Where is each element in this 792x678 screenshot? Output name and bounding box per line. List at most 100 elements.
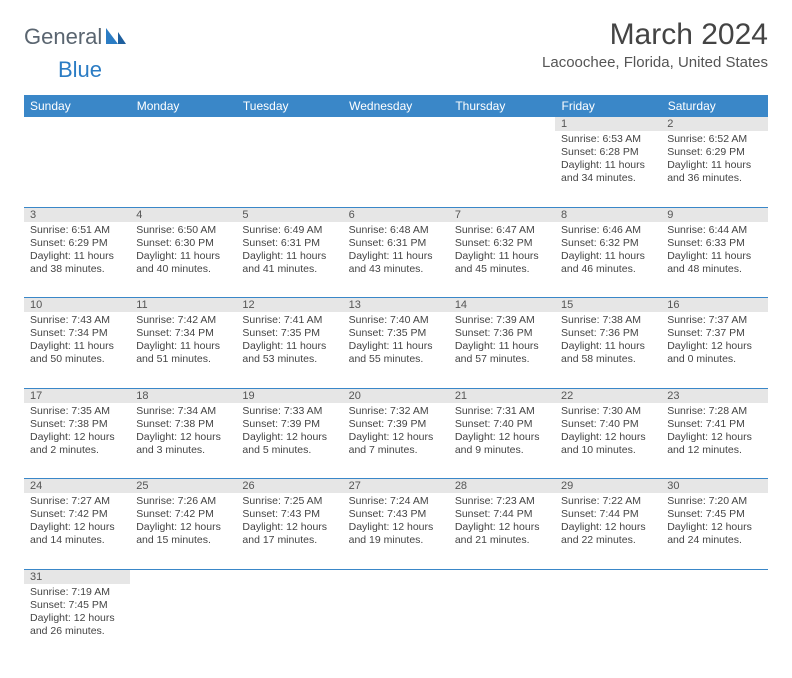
day-cell [130,131,236,207]
day-cell: Sunrise: 6:52 AMSunset: 6:29 PMDaylight:… [661,131,767,207]
day-cell: Sunrise: 7:43 AMSunset: 7:34 PMDaylight:… [24,312,130,388]
day-number-cell: 17 [24,388,130,403]
day-number-cell [449,117,555,131]
day-body: Sunrise: 7:33 AMSunset: 7:39 PMDaylight:… [236,403,342,462]
day-body: Sunrise: 7:38 AMSunset: 7:36 PMDaylight:… [555,312,661,371]
day-body: Sunrise: 6:49 AMSunset: 6:31 PMDaylight:… [236,222,342,281]
day-body: Sunrise: 7:41 AMSunset: 7:35 PMDaylight:… [236,312,342,371]
weekday-header: Friday [555,95,661,117]
day-cell: Sunrise: 6:53 AMSunset: 6:28 PMDaylight:… [555,131,661,207]
day-number-cell [130,569,236,584]
day-cell: Sunrise: 7:25 AMSunset: 7:43 PMDaylight:… [236,493,342,569]
day-body: Sunrise: 7:22 AMSunset: 7:44 PMDaylight:… [555,493,661,552]
day-number-cell: 22 [555,388,661,403]
day-cell [343,584,449,660]
day-cell: Sunrise: 7:42 AMSunset: 7:34 PMDaylight:… [130,312,236,388]
day-number-cell: 19 [236,388,342,403]
day-cell: Sunrise: 7:38 AMSunset: 7:36 PMDaylight:… [555,312,661,388]
day-cell: Sunrise: 7:19 AMSunset: 7:45 PMDaylight:… [24,584,130,660]
day-number-cell: 1 [555,117,661,131]
day-number-cell [661,569,767,584]
day-number-cell: 31 [24,569,130,584]
day-cell: Sunrise: 7:26 AMSunset: 7:42 PMDaylight:… [130,493,236,569]
day-cell: Sunrise: 7:41 AMSunset: 7:35 PMDaylight:… [236,312,342,388]
logo-sail-icon [104,26,128,49]
day-cell [236,131,342,207]
day-number-cell: 6 [343,207,449,222]
day-body: Sunrise: 7:19 AMSunset: 7:45 PMDaylight:… [24,584,130,643]
day-body: Sunrise: 7:26 AMSunset: 7:42 PMDaylight:… [130,493,236,552]
day-body: Sunrise: 6:51 AMSunset: 6:29 PMDaylight:… [24,222,130,281]
day-body: Sunrise: 7:34 AMSunset: 7:38 PMDaylight:… [130,403,236,462]
day-body: Sunrise: 7:43 AMSunset: 7:34 PMDaylight:… [24,312,130,371]
weekday-header: Sunday [24,95,130,117]
day-body: Sunrise: 6:48 AMSunset: 6:31 PMDaylight:… [343,222,449,281]
day-number-cell: 18 [130,388,236,403]
day-number-cell: 5 [236,207,342,222]
day-cell [449,131,555,207]
day-body: Sunrise: 7:40 AMSunset: 7:35 PMDaylight:… [343,312,449,371]
weekday-header: Thursday [449,95,555,117]
day-number-cell: 11 [130,298,236,313]
weekday-header: Monday [130,95,236,117]
day-number-cell: 16 [661,298,767,313]
day-cell: Sunrise: 7:32 AMSunset: 7:39 PMDaylight:… [343,403,449,479]
day-number-cell [343,117,449,131]
day-body: Sunrise: 7:37 AMSunset: 7:37 PMDaylight:… [661,312,767,371]
day-body: Sunrise: 6:46 AMSunset: 6:32 PMDaylight:… [555,222,661,281]
location-text: Lacoochee, Florida, United States [542,54,768,71]
day-number-cell: 26 [236,479,342,494]
day-body: Sunrise: 7:42 AMSunset: 7:34 PMDaylight:… [130,312,236,371]
day-cell: Sunrise: 7:24 AMSunset: 7:43 PMDaylight:… [343,493,449,569]
day-cell: Sunrise: 6:44 AMSunset: 6:33 PMDaylight:… [661,222,767,298]
day-body: Sunrise: 6:50 AMSunset: 6:30 PMDaylight:… [130,222,236,281]
day-number-cell: 3 [24,207,130,222]
day-number-cell: 7 [449,207,555,222]
day-cell: Sunrise: 7:28 AMSunset: 7:41 PMDaylight:… [661,403,767,479]
day-number-cell: 13 [343,298,449,313]
day-number-cell: 8 [555,207,661,222]
day-cell [24,131,130,207]
logo-text-blue: Blue [58,57,102,82]
day-number-cell: 21 [449,388,555,403]
day-number-cell [236,569,342,584]
day-body: Sunrise: 6:52 AMSunset: 6:29 PMDaylight:… [661,131,767,190]
day-body: Sunrise: 7:35 AMSunset: 7:38 PMDaylight:… [24,403,130,462]
day-number-cell: 20 [343,388,449,403]
day-number-cell [236,117,342,131]
page-title: March 2024 [542,18,768,52]
day-number-cell: 28 [449,479,555,494]
day-number-cell: 12 [236,298,342,313]
weekday-header: Saturday [661,95,767,117]
day-body: Sunrise: 7:23 AMSunset: 7:44 PMDaylight:… [449,493,555,552]
day-number-cell [343,569,449,584]
day-number-cell: 10 [24,298,130,313]
day-cell: Sunrise: 6:48 AMSunset: 6:31 PMDaylight:… [343,222,449,298]
day-cell: Sunrise: 6:47 AMSunset: 6:32 PMDaylight:… [449,222,555,298]
day-cell: Sunrise: 6:50 AMSunset: 6:30 PMDaylight:… [130,222,236,298]
day-cell: Sunrise: 7:23 AMSunset: 7:44 PMDaylight:… [449,493,555,569]
day-cell: Sunrise: 7:31 AMSunset: 7:40 PMDaylight:… [449,403,555,479]
day-number-cell [24,117,130,131]
day-body: Sunrise: 7:31 AMSunset: 7:40 PMDaylight:… [449,403,555,462]
calendar-table: SundayMondayTuesdayWednesdayThursdayFrid… [24,95,768,660]
day-cell: Sunrise: 7:20 AMSunset: 7:45 PMDaylight:… [661,493,767,569]
day-cell: Sunrise: 7:37 AMSunset: 7:37 PMDaylight:… [661,312,767,388]
day-cell: Sunrise: 6:49 AMSunset: 6:31 PMDaylight:… [236,222,342,298]
weekday-header: Wednesday [343,95,449,117]
day-cell: Sunrise: 7:39 AMSunset: 7:36 PMDaylight:… [449,312,555,388]
day-cell [236,584,342,660]
day-number-cell: 2 [661,117,767,131]
day-cell [661,584,767,660]
day-body: Sunrise: 7:24 AMSunset: 7:43 PMDaylight:… [343,493,449,552]
day-number-cell: 14 [449,298,555,313]
day-cell: Sunrise: 7:27 AMSunset: 7:42 PMDaylight:… [24,493,130,569]
logo: General [24,24,130,50]
day-number-cell: 23 [661,388,767,403]
day-body: Sunrise: 6:47 AMSunset: 6:32 PMDaylight:… [449,222,555,281]
day-body: Sunrise: 6:44 AMSunset: 6:33 PMDaylight:… [661,222,767,281]
day-body: Sunrise: 7:27 AMSunset: 7:42 PMDaylight:… [24,493,130,552]
day-body: Sunrise: 7:28 AMSunset: 7:41 PMDaylight:… [661,403,767,462]
day-number-cell [130,117,236,131]
day-number-cell [449,569,555,584]
